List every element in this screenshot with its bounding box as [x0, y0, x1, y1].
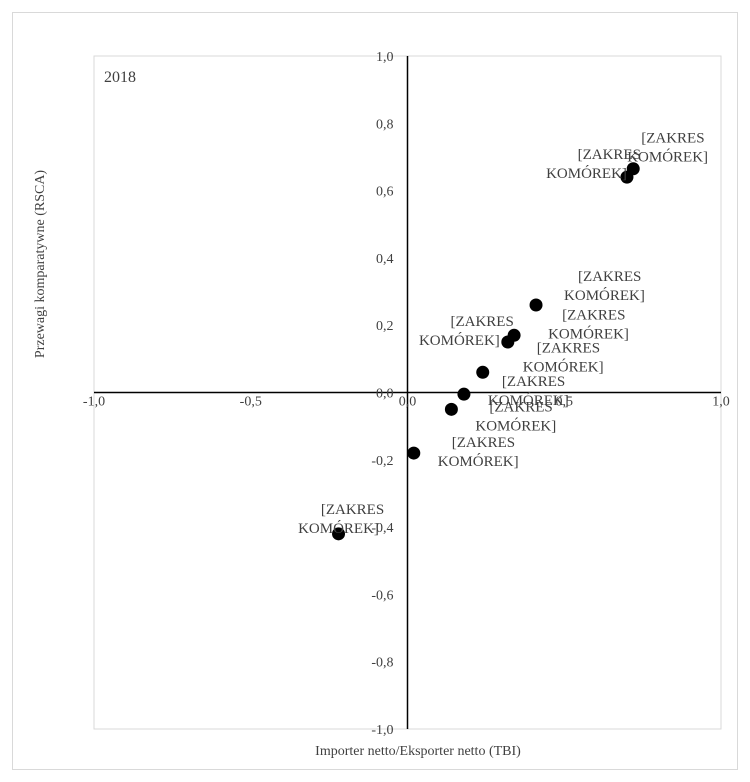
- data-point: [529, 298, 543, 312]
- y-tick-label: -0,2: [371, 454, 393, 469]
- axes: [94, 56, 721, 729]
- y-tick-label: -0,8: [371, 656, 393, 671]
- x-tick-label: -0,5: [240, 394, 262, 409]
- data-label: [ZAKRES KOMÓREK]: [475, 399, 556, 434]
- data-label: [ZAKRES KOMÓREK]: [548, 307, 629, 342]
- y-tick-label: -0,4: [371, 521, 393, 536]
- data-label: [ZAKRES KOMÓREK]: [627, 131, 708, 166]
- data-points: [332, 162, 640, 541]
- y-tick-label: 1,0: [376, 50, 394, 65]
- y-tick-label: 0,6: [376, 185, 394, 200]
- data-point: [476, 365, 490, 379]
- y-tick-label: -1,0: [371, 723, 393, 738]
- data-point: [457, 387, 471, 401]
- y-tick-label: -0,6: [371, 588, 393, 603]
- point-labels: [ZAKRES KOMÓREK][ZAKRES KOMÓREK][ZAKRES KOM…: [298, 131, 708, 537]
- data-point: [620, 170, 634, 184]
- x-tick-label: 1,0: [712, 394, 730, 409]
- y-tick-label: 0,0: [376, 387, 394, 402]
- chart-frame: [12, 12, 738, 770]
- data-label: [ZAKRES KOMÓREK]: [419, 314, 514, 349]
- data-point: [501, 335, 515, 349]
- x-tick-label: 0,0: [399, 394, 417, 409]
- year-label: 2018: [104, 69, 136, 86]
- y-tick-label: 0,2: [376, 319, 394, 334]
- data-point: [444, 402, 458, 416]
- x-tick-label: 0,5: [556, 394, 574, 409]
- data-label: [ZAKRES KOMÓREK]: [488, 374, 569, 409]
- data-point: [332, 527, 346, 541]
- data-label: [ZAKRES KOMÓREK]: [564, 269, 645, 304]
- tick-labels: -1,0 -0,5 0,0 0,5 1,0 1,0 0,8 0,6 0,4 0,2 0,0 -0,2 -…: [83, 50, 730, 738]
- data-label: [ZAKRES KOMÓREK]: [523, 340, 604, 375]
- y-axis-title: Przewagi komparatywne (RSCA): [33, 170, 48, 359]
- data-point: [407, 446, 421, 460]
- y-tick-label: 0,4: [376, 252, 394, 267]
- x-tick-label: -1,0: [83, 394, 105, 409]
- x-axis-title: Importer netto/Eksporter netto (TBI): [315, 744, 521, 759]
- data-label: [ZAKRES KOMÓREK]: [298, 502, 384, 537]
- data-label: [ZAKRES KOMÓREK]: [546, 147, 641, 182]
- y-tick-label: 0,8: [376, 117, 394, 132]
- data-label: [ZAKRES KOMÓREK]: [438, 435, 519, 470]
